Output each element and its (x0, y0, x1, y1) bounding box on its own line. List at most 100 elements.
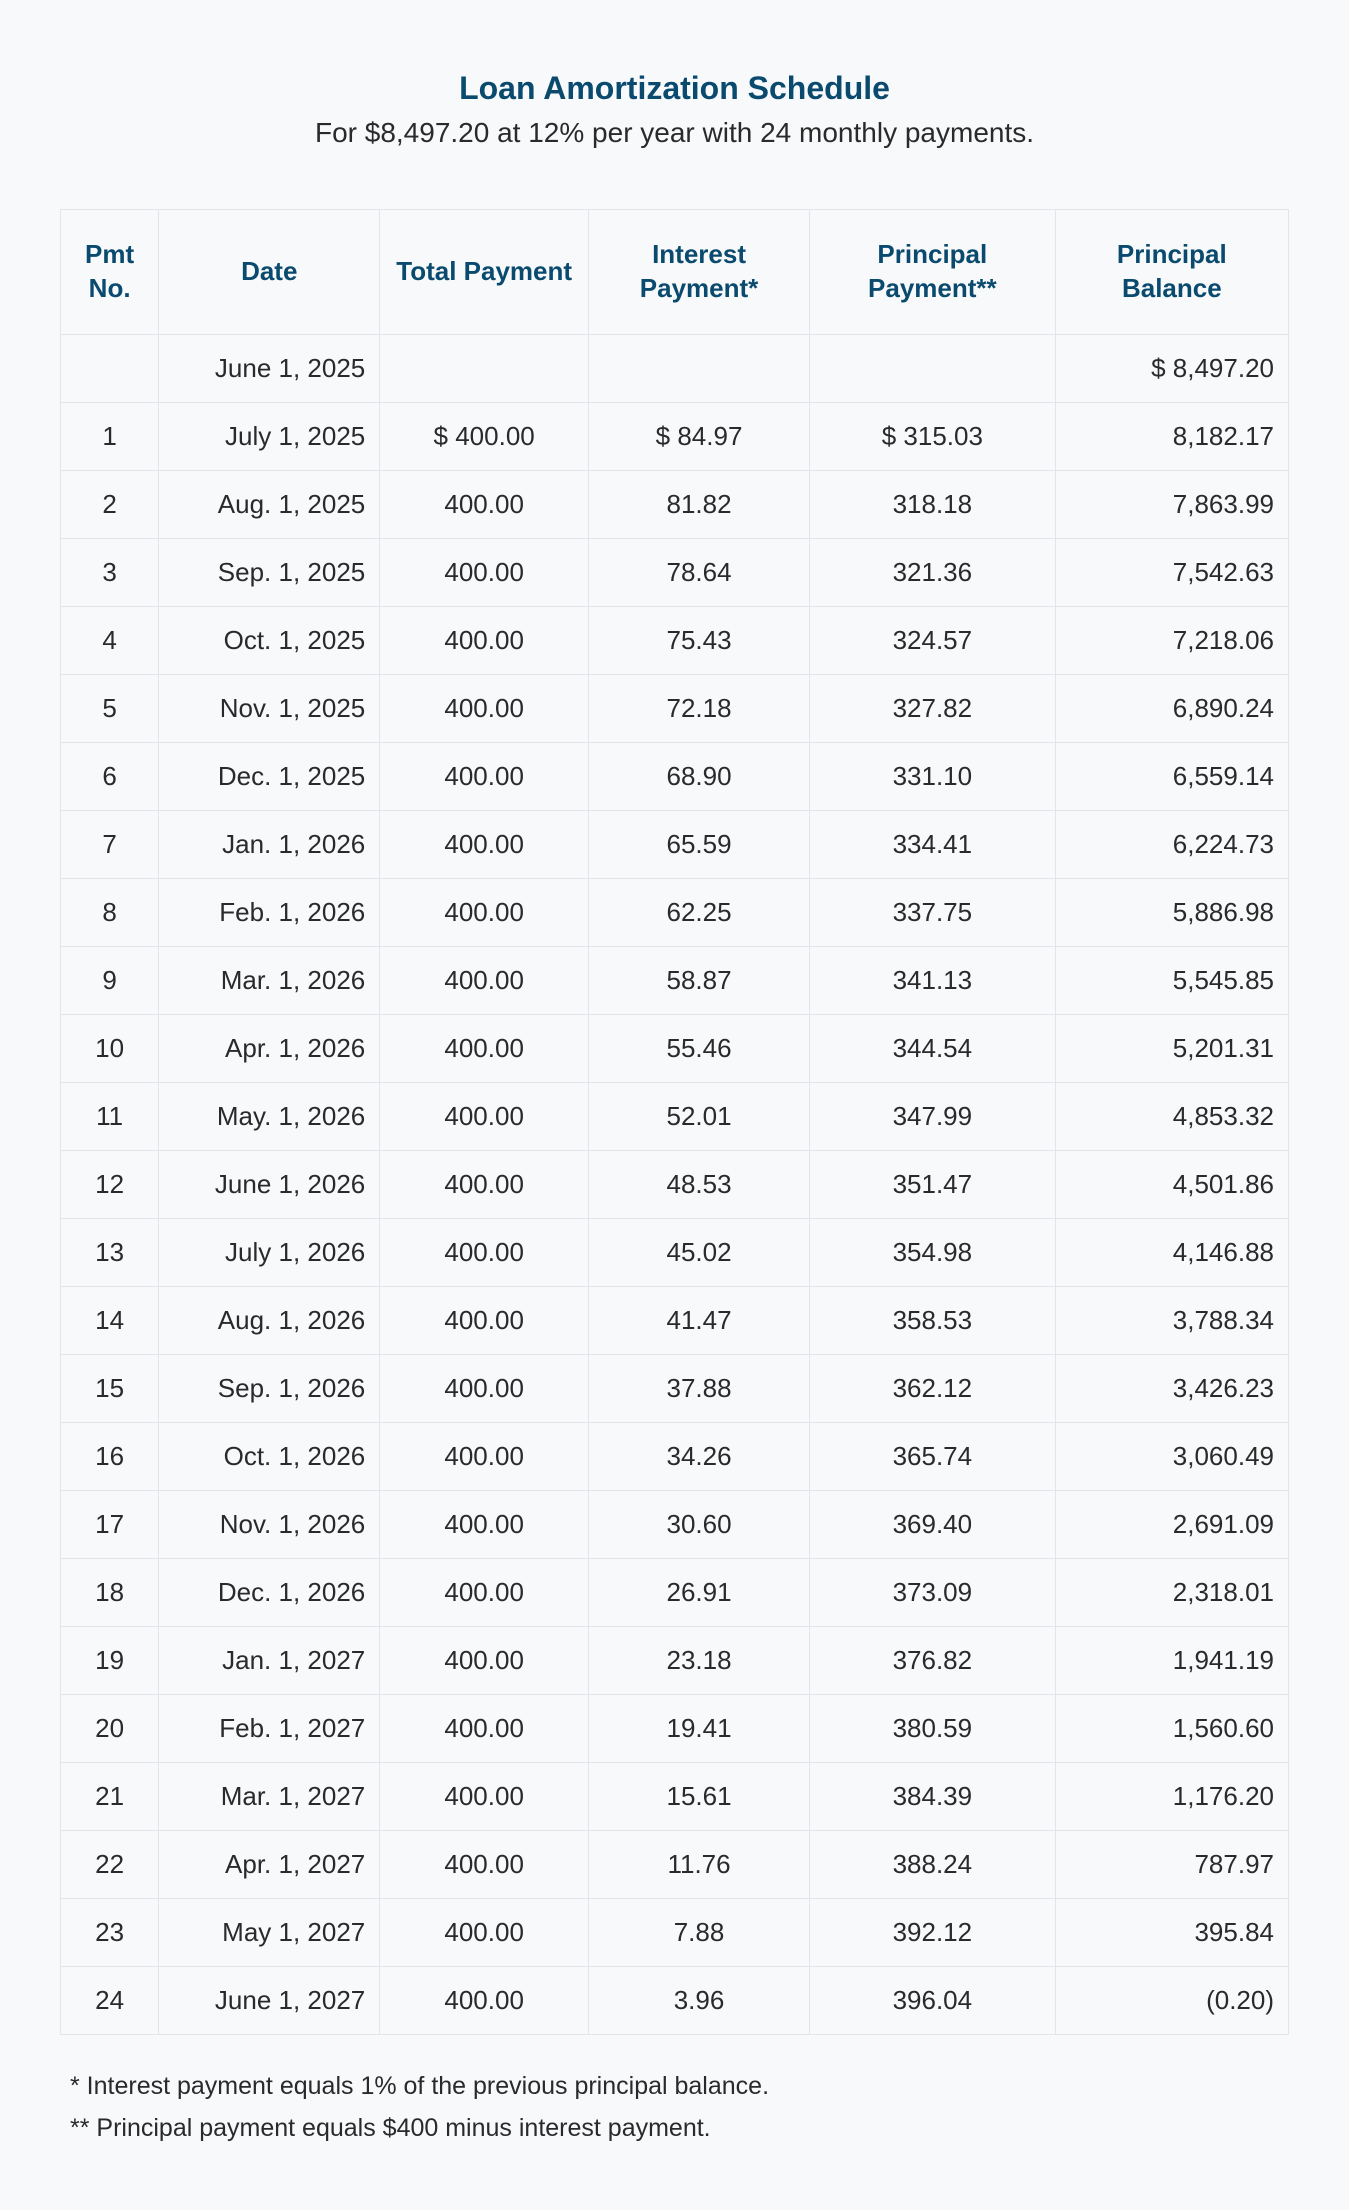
col-header-date: Date (159, 210, 380, 335)
cell-total: 400.00 (380, 878, 589, 946)
cell-principal: 318.18 (810, 470, 1056, 538)
cell-balance: 395.84 (1055, 1898, 1288, 1966)
cell-total: 400.00 (380, 538, 589, 606)
cell-interest: 3.96 (589, 1966, 810, 2034)
cell-balance: 2,691.09 (1055, 1490, 1288, 1558)
cell-pmt-no: 13 (61, 1218, 159, 1286)
cell-pmt-no: 19 (61, 1626, 159, 1694)
cell-date: Apr. 1, 2027 (159, 1830, 380, 1898)
table-row: 23May 1, 2027400.007.88392.12395.84 (61, 1898, 1289, 1966)
cell-date: May. 1, 2026 (159, 1082, 380, 1150)
cell-balance: 4,146.88 (1055, 1218, 1288, 1286)
col-header-total: Total Payment (380, 210, 589, 335)
cell-pmt-no: 8 (61, 878, 159, 946)
col-header-interest: Interest Payment* (589, 210, 810, 335)
cell-pmt-no: 22 (61, 1830, 159, 1898)
table-row: 11May. 1, 2026400.0052.01347.994,853.32 (61, 1082, 1289, 1150)
cell-total: 400.00 (380, 1490, 589, 1558)
table-row: 6Dec. 1, 2025400.0068.90331.106,559.14 (61, 742, 1289, 810)
cell-date: Oct. 1, 2025 (159, 606, 380, 674)
cell-principal: 354.98 (810, 1218, 1056, 1286)
table-row: 10Apr. 1, 2026400.0055.46344.545,201.31 (61, 1014, 1289, 1082)
cell-date: Oct. 1, 2026 (159, 1422, 380, 1490)
cell-total: 400.00 (380, 1626, 589, 1694)
cell-interest: 34.26 (589, 1422, 810, 1490)
cell-balance: 7,218.06 (1055, 606, 1288, 674)
cell-total: 400.00 (380, 946, 589, 1014)
cell-date: Apr. 1, 2026 (159, 1014, 380, 1082)
table-row: 4Oct. 1, 2025400.0075.43324.577,218.06 (61, 606, 1289, 674)
table-row: 22Apr. 1, 2027400.0011.76388.24787.97 (61, 1830, 1289, 1898)
cell-principal: 380.59 (810, 1694, 1056, 1762)
table-row: 7Jan. 1, 2026400.0065.59334.416,224.73 (61, 810, 1289, 878)
cell-total: 400.00 (380, 1218, 589, 1286)
cell-balance: 1,176.20 (1055, 1762, 1288, 1830)
cell-principal: 396.04 (810, 1966, 1056, 2034)
cell-principal: 384.39 (810, 1762, 1056, 1830)
table-row: 16Oct. 1, 2026400.0034.26365.743,060.49 (61, 1422, 1289, 1490)
cell-pmt-no: 4 (61, 606, 159, 674)
cell-total: 400.00 (380, 1422, 589, 1490)
table-row: 20Feb. 1, 2027400.0019.41380.591,560.60 (61, 1694, 1289, 1762)
cell-balance: 1,560.60 (1055, 1694, 1288, 1762)
cell-balance: 5,886.98 (1055, 878, 1288, 946)
cell-interest: 7.88 (589, 1898, 810, 1966)
cell-pmt-no: 6 (61, 742, 159, 810)
table-header-row: Pmt No. Date Total Payment Interest Paym… (61, 210, 1289, 335)
cell-pmt-no: 7 (61, 810, 159, 878)
cell-total: $ 400.00 (380, 402, 589, 470)
cell-interest: 19.41 (589, 1694, 810, 1762)
cell-date: Feb. 1, 2027 (159, 1694, 380, 1762)
cell-interest: 75.43 (589, 606, 810, 674)
cell-pmt-no: 17 (61, 1490, 159, 1558)
cell-principal (810, 334, 1056, 402)
cell-principal: 337.75 (810, 878, 1056, 946)
page: Loan Amortization Schedule For $8,497.20… (0, 0, 1349, 2210)
cell-date: Jan. 1, 2027 (159, 1626, 380, 1694)
table-row: 15Sep. 1, 2026400.0037.88362.123,426.23 (61, 1354, 1289, 1422)
cell-interest: 81.82 (589, 470, 810, 538)
cell-total: 400.00 (380, 1762, 589, 1830)
cell-date: Sep. 1, 2025 (159, 538, 380, 606)
cell-balance: 6,224.73 (1055, 810, 1288, 878)
cell-balance: 787.97 (1055, 1830, 1288, 1898)
cell-total: 400.00 (380, 1082, 589, 1150)
cell-interest: 55.46 (589, 1014, 810, 1082)
cell-pmt-no: 15 (61, 1354, 159, 1422)
cell-date: Mar. 1, 2026 (159, 946, 380, 1014)
cell-total: 400.00 (380, 1286, 589, 1354)
cell-total (380, 334, 589, 402)
cell-balance: 4,853.32 (1055, 1082, 1288, 1150)
table-row: 18Dec. 1, 2026400.0026.91373.092,318.01 (61, 1558, 1289, 1626)
table-row: June 1, 2025$ 8,497.20 (61, 334, 1289, 402)
cell-interest: 62.25 (589, 878, 810, 946)
cell-balance: 3,060.49 (1055, 1422, 1288, 1490)
cell-date: June 1, 2025 (159, 334, 380, 402)
cell-total: 400.00 (380, 1354, 589, 1422)
cell-principal: 324.57 (810, 606, 1056, 674)
table-row: 2Aug. 1, 2025400.0081.82318.187,863.99 (61, 470, 1289, 538)
cell-pmt-no: 18 (61, 1558, 159, 1626)
cell-total: 400.00 (380, 1898, 589, 1966)
cell-date: Nov. 1, 2025 (159, 674, 380, 742)
col-header-balance: Principal Balance (1055, 210, 1288, 335)
cell-principal: 392.12 (810, 1898, 1056, 1966)
cell-principal: 362.12 (810, 1354, 1056, 1422)
table-row: 5Nov. 1, 2025400.0072.18327.826,890.24 (61, 674, 1289, 742)
cell-date: July 1, 2026 (159, 1218, 380, 1286)
cell-interest: 45.02 (589, 1218, 810, 1286)
cell-interest: 15.61 (589, 1762, 810, 1830)
cell-interest: 65.59 (589, 810, 810, 878)
cell-date: June 1, 2027 (159, 1966, 380, 2034)
table-row: 14Aug. 1, 2026400.0041.47358.533,788.34 (61, 1286, 1289, 1354)
cell-principal: 388.24 (810, 1830, 1056, 1898)
cell-total: 400.00 (380, 742, 589, 810)
cell-balance: 5,201.31 (1055, 1014, 1288, 1082)
cell-pmt-no: 24 (61, 1966, 159, 2034)
cell-interest: 37.88 (589, 1354, 810, 1422)
cell-date: June 1, 2026 (159, 1150, 380, 1218)
table-row: 3Sep. 1, 2025400.0078.64321.367,542.63 (61, 538, 1289, 606)
cell-balance: 6,890.24 (1055, 674, 1288, 742)
cell-pmt-no: 5 (61, 674, 159, 742)
cell-total: 400.00 (380, 1830, 589, 1898)
